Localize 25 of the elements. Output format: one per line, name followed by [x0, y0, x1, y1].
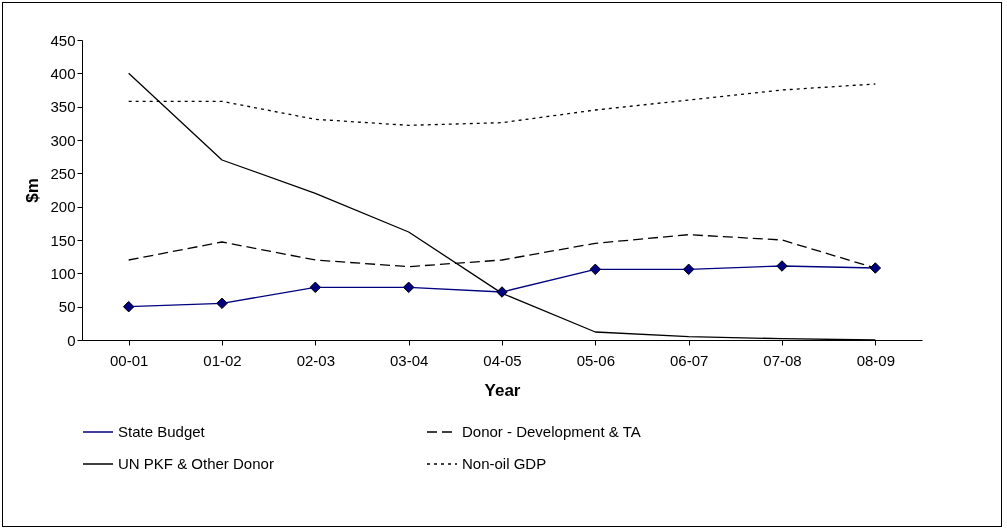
x-tick-label: 05-06	[576, 351, 616, 369]
y-tick-label: 300	[50, 131, 76, 149]
x-tick-label: 07-08	[763, 351, 802, 369]
legend-label: UN PKF & Other Donor	[118, 455, 274, 472]
y-axis-title: $m	[23, 178, 43, 203]
y-tick-label: 450	[50, 31, 76, 49]
y-tick-label: 350	[50, 98, 76, 116]
y-tick-label: 0	[67, 331, 76, 349]
x-tick-label: 02-03	[296, 351, 336, 369]
x-tick-label: 04-05	[483, 351, 522, 369]
legend-label: Non-oil GDP	[462, 455, 547, 472]
y-tick-label: 150	[50, 231, 76, 249]
x-tick-label: 06-07	[669, 351, 709, 369]
x-tick-label: 08-09	[856, 351, 896, 369]
legend-label: Donor - Development & TA	[462, 423, 641, 440]
y-tick-label: 100	[50, 264, 76, 282]
x-tick-label: 00-01	[109, 351, 149, 369]
legend-label: State Budget	[118, 423, 206, 440]
y-tick-label: 250	[50, 164, 76, 182]
x-tick-label: 03-04	[389, 351, 429, 369]
x-axis-title: Year	[484, 380, 521, 400]
y-tick-label: 50	[58, 298, 76, 316]
x-tick-label: 01-02	[203, 351, 242, 369]
y-tick-label: 400	[50, 64, 76, 82]
y-tick-label: 200	[50, 198, 76, 216]
